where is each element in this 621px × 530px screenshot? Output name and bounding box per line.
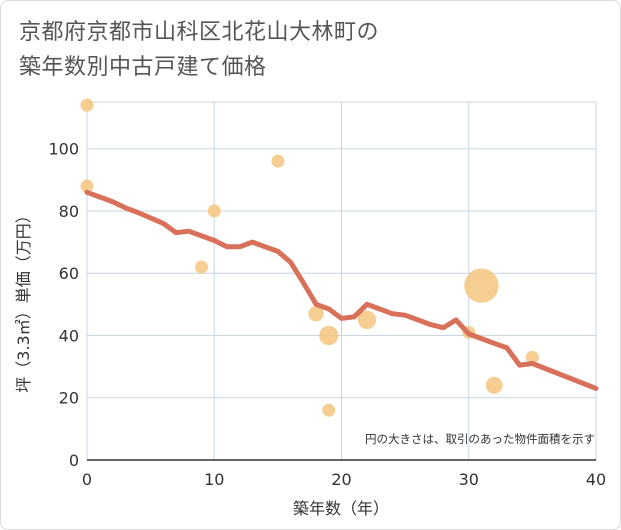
bubble-point: [80, 179, 94, 193]
grid-lines: [86, 101, 597, 461]
chart-title: 京都府京都市山科区北花山大林町の 築年数別中古戸建て価格: [19, 15, 379, 85]
bubble-point: [525, 350, 539, 364]
x-tick-label: 40: [586, 470, 606, 489]
y-tick-label: 0: [69, 451, 79, 470]
x-tick-label: 0: [82, 470, 92, 489]
y-tick-label: 40: [59, 326, 79, 345]
bubble-point: [485, 376, 503, 394]
chart-title-line-2: 築年数別中古戸建て価格: [19, 55, 267, 80]
bubble-point: [80, 98, 94, 112]
y-tick-label: 20: [59, 389, 79, 408]
bubble-point: [319, 325, 339, 346]
y-axis-label: 坪（3.3㎡）単価（万円）: [14, 207, 33, 392]
bubble-series: [80, 98, 539, 417]
x-tick-label: 20: [331, 470, 351, 489]
x-tick-label: 30: [459, 470, 479, 489]
bubble-point: [322, 403, 336, 417]
trend-line: [84, 189, 599, 391]
bubble-point: [308, 305, 324, 322]
axis-ticks: 0 10 20 30 40 0 20 40 60 80 100: [48, 140, 606, 489]
x-tick-label: 10: [204, 470, 224, 489]
y-tick-label: 80: [59, 202, 79, 221]
y-tick-label: 100: [48, 140, 79, 159]
bubble-size-note: 円の大きさは、取引のあった物件面積を示す: [365, 432, 595, 446]
bubble-point: [207, 204, 221, 218]
y-tick-label: 60: [59, 264, 79, 283]
chart-title-line-1: 京都府京都市山科区北花山大林町の: [19, 20, 380, 45]
bubble-point: [271, 154, 285, 168]
bubble-point: [464, 268, 499, 303]
bubble-point: [195, 260, 209, 274]
bubble-point: [357, 310, 377, 330]
x-axis-label: 築年数（年）: [293, 499, 389, 518]
